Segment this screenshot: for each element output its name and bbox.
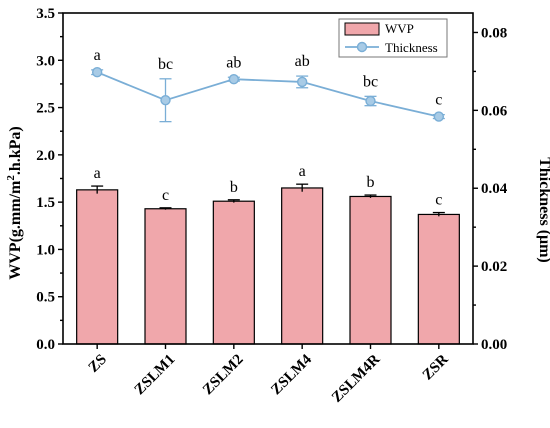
left-axis-title-superscript: 2 [5, 175, 17, 181]
x-axis-category-label: ZSLM4 [268, 351, 315, 398]
thickness-point [228, 73, 240, 85]
right-axis-tick-label: 0.06 [481, 103, 508, 119]
thickness-significance-label: ab [226, 54, 241, 71]
legend: WVP Thickness [338, 18, 448, 58]
left-axis-title: WVP(g.mm/m2.h.kPa) [5, 126, 24, 280]
right-axis-tick-label: 0.00 [481, 337, 507, 353]
left-axis-tick-label: 0.5 [36, 290, 55, 306]
left-axis-tick-label: 0.0 [36, 337, 55, 353]
right-axis-tick-label: 0.04 [481, 181, 508, 197]
thickness-significance-label: ab [295, 53, 310, 70]
plot-frame [62, 12, 474, 345]
thickness-point [160, 95, 171, 106]
bar-significance-label: c [162, 187, 169, 204]
bar-significance-label: a [94, 165, 101, 182]
thickness-point [433, 111, 445, 122]
line-layer: a bc ab ab bc c [91, 47, 445, 123]
thickness-significance-label: bc [363, 73, 378, 90]
x-axis-category-label: ZSLM2 [200, 352, 247, 399]
left-axis-tick-label: 2.0 [36, 148, 55, 164]
thickness-significance-label: c [435, 92, 442, 109]
x-axis-category-label: ZSR [420, 351, 452, 383]
right-axis-tick-label: 0.02 [481, 259, 507, 275]
bar-significance-label: b [367, 174, 375, 191]
bar-zslm2 [212, 200, 255, 345]
legend-thickness-marker [356, 41, 368, 53]
left-axis-title-tail: .h.kPa) [7, 126, 24, 175]
bar-zslm1 [144, 208, 187, 345]
thickness-point [91, 66, 103, 78]
legend-thickness-label: Thickness [385, 40, 438, 55]
thickness-significance-label: bc [158, 56, 173, 73]
legend-wvp-label: WVP [385, 21, 414, 36]
left-axis-tick-label: 1.5 [36, 195, 55, 211]
x-axis-category-label: ZS [86, 352, 110, 376]
bar-significance-label: c [435, 192, 442, 209]
bars-layer: a c b a b c [76, 163, 460, 345]
x-axis-category-label: ZSLM4R [329, 351, 383, 405]
right-axis-title: Thickness (μm) [536, 157, 550, 263]
bar-zslm4r [349, 195, 392, 345]
legend-wvp-swatch [344, 22, 380, 36]
bar-significance-label: b [230, 179, 238, 196]
left-axis-tick-label: 1.0 [36, 242, 55, 258]
left-axis-tick-label: 3.5 [36, 6, 55, 22]
left-axis-tick-label: 2.5 [36, 101, 55, 117]
right-axis-tick-label: 0.08 [481, 25, 507, 41]
left-axis-title-main: WVP(g.mm/m [7, 180, 24, 280]
thickness-significance-label: a [94, 47, 101, 64]
bar-zslm4 [281, 187, 324, 345]
x-axis-category-label: ZSLM1 [132, 352, 179, 399]
thickness-line [96, 71, 440, 118]
bar-zs [76, 189, 119, 345]
bar-significance-label: a [299, 163, 306, 180]
bar-zsr [417, 213, 460, 345]
thickness-point [296, 76, 308, 88]
thickness-point [365, 95, 376, 107]
left-axis-tick-label: 3.0 [36, 53, 55, 69]
